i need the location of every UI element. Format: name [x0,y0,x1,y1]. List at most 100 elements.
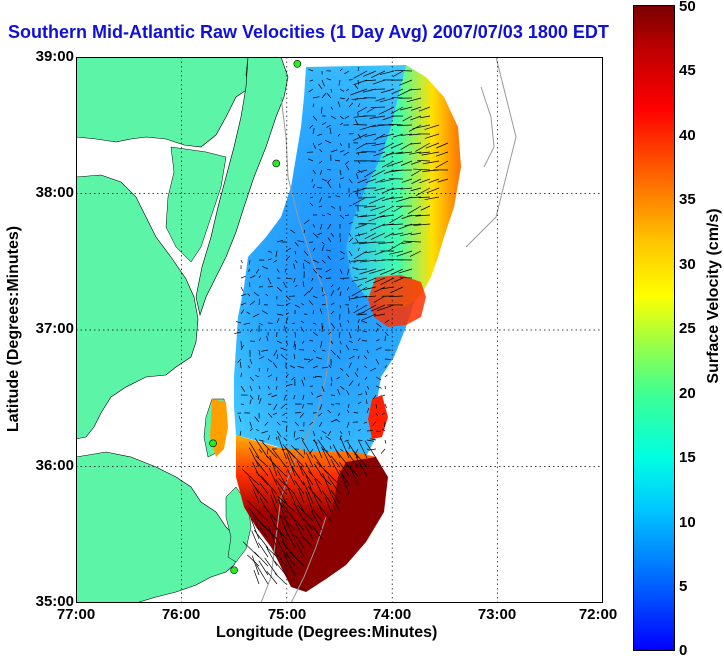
velocity-arrow [355,238,359,243]
colorbar-tick: 15 [679,449,696,466]
velocity-arrow [293,354,296,360]
velocity-arrow [373,313,386,317]
map-plot-area[interactable] [76,57,603,603]
velocity-arrow [330,455,341,468]
velocity-arrow [417,160,431,162]
velocity-arrow [283,526,296,549]
velocity-arrow [437,178,449,183]
velocity-arrow [291,516,305,531]
velocity-arrow [339,68,343,72]
velocity-arrow [386,160,404,167]
colorbar-tick: 35 [679,191,696,208]
velocity-arrow [380,286,395,290]
velocity-arrow [412,124,431,130]
velocity-arrow [339,349,342,354]
velocity-arrow [379,70,395,75]
velocity-arrow [321,490,332,504]
velocity-arrow [348,331,352,339]
velocity-arrow [285,425,288,432]
velocity-arrow [345,450,359,468]
velocity-arrow [346,373,350,378]
velocity-arrow [364,232,377,240]
velocity-arrow [261,441,278,459]
velocity-arrow [337,286,341,291]
velocity-arrow [424,124,440,130]
velocity-arrow [370,205,386,211]
velocity-arrow [303,376,306,380]
velocity-arrow [326,78,332,81]
velocity-arrow [307,358,314,363]
velocity-arrow [409,250,422,257]
velocity-arrow [273,403,278,411]
velocity-arrow [320,223,323,230]
velocity-arrow [339,238,342,243]
velocity-arrow [330,310,335,315]
velocity-arrow [308,300,314,306]
velocity-arrow [262,505,278,522]
velocity-arrow [370,70,386,78]
velocity-arrow [258,349,261,356]
velocity-arrow [355,232,368,237]
velocity-arrow [330,88,332,93]
velocity-arrow [303,358,311,360]
velocity-arrow [326,249,332,252]
velocity-arrow [287,468,296,486]
velocity-arrow [396,250,413,257]
velocity-arrow [415,142,431,152]
velocity-arrow [337,389,341,396]
velocity-arrow [420,205,431,211]
velocity-arrow [384,319,390,324]
velocity-arrow [278,478,296,495]
velocity-arrow [403,240,422,243]
velocity-arrow [348,445,350,450]
velocity-arrow [348,355,355,360]
velocity-arrow [361,151,377,153]
velocity-arrow [325,436,332,441]
velocity-arrow [350,88,368,96]
velocity-arrow [249,275,256,279]
velocity-arrow [321,244,325,252]
velocity-arrow [395,151,413,155]
velocity-arrow [385,151,404,156]
velocity-arrow [282,281,287,288]
velocity-arrow [266,335,269,342]
velocity-arrow [269,455,278,477]
velocity-arrow [366,349,369,354]
velocity-arrow [360,304,377,314]
velocity-arrow [286,448,296,468]
velocity-arrow [308,158,314,162]
x-tick-label: 76:00 [161,606,201,623]
y-tick-label: 39:00 [35,48,74,65]
velocity-arrow [299,412,305,418]
velocity-arrow [259,482,269,495]
velocity-arrow [362,70,377,77]
velocity-arrow [305,452,314,468]
velocity-arrow [334,159,341,162]
velocity-arrow [411,160,422,165]
velocity-arrow [249,385,253,391]
velocity-arrow [248,282,251,288]
velocity-arrow [303,259,311,264]
velocity-arrow [247,293,251,297]
velocity-arrow [301,403,305,409]
velocity-arrow [323,469,341,486]
velocity-arrow [294,284,298,288]
velocity-arrow [285,302,291,306]
velocity-arrow [357,283,363,288]
velocity-arrow [330,302,335,306]
velocity-arrow [285,277,293,280]
velocity-arrow [357,151,360,156]
velocity-arrow [384,365,387,369]
velocity-arrow [243,322,251,325]
velocity-arrow [317,439,332,459]
velocity-arrow [381,187,395,194]
velocity-arrow [435,160,449,169]
velocity-arrow [325,268,332,273]
velocity-arrow [317,412,323,417]
velocity-arrow [281,541,296,558]
velocity-arrow [371,124,386,128]
velocity-arrow [330,376,333,382]
velocity-arrow [363,355,368,360]
velocity-arrow [339,250,345,255]
velocity-arrow [279,501,287,522]
